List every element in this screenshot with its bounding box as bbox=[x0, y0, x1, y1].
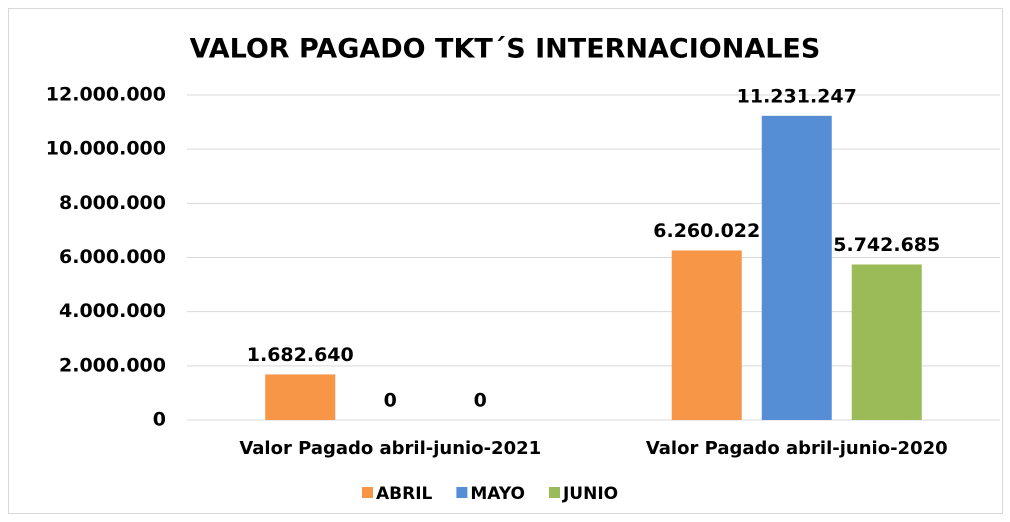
bar bbox=[671, 250, 742, 420]
data-label: 0 bbox=[474, 390, 487, 412]
chart-border bbox=[8, 8, 1003, 514]
y-tick-label: 2.000.000 bbox=[59, 354, 166, 376]
y-tick-label: 4.000.000 bbox=[59, 300, 166, 322]
legend-label: JUNIO bbox=[562, 484, 618, 504]
legend-swatch bbox=[456, 487, 468, 498]
chart-title: VALOR PAGADO TKT´S INTERNACIONALES bbox=[190, 34, 821, 65]
bar bbox=[851, 264, 922, 420]
y-tick-label: 12.000.000 bbox=[46, 84, 166, 106]
y-tick-label: 10.000.000 bbox=[46, 138, 166, 160]
x-tick-label: Valor Pagado abril-junio-2021 bbox=[239, 438, 541, 459]
legend-swatch bbox=[362, 487, 373, 498]
x-tick-label: Valor Pagado abril-junio-2020 bbox=[646, 438, 948, 459]
data-label: 6.260.022 bbox=[653, 220, 760, 242]
legend-label: MAYO bbox=[470, 484, 525, 504]
data-label: 11.231.247 bbox=[737, 85, 857, 107]
y-tick-label: 6.000.000 bbox=[59, 246, 166, 268]
data-label: 0 bbox=[384, 390, 397, 412]
bar bbox=[265, 374, 336, 420]
data-label: 1.682.640 bbox=[247, 344, 354, 366]
y-tick-label: 8.000.000 bbox=[59, 192, 166, 214]
data-label: 5.742.685 bbox=[833, 234, 940, 256]
legend-swatch bbox=[548, 487, 560, 498]
bar bbox=[761, 115, 832, 420]
legend-label: ABRIL bbox=[376, 484, 433, 504]
y-tick-label: 0 bbox=[153, 409, 166, 431]
